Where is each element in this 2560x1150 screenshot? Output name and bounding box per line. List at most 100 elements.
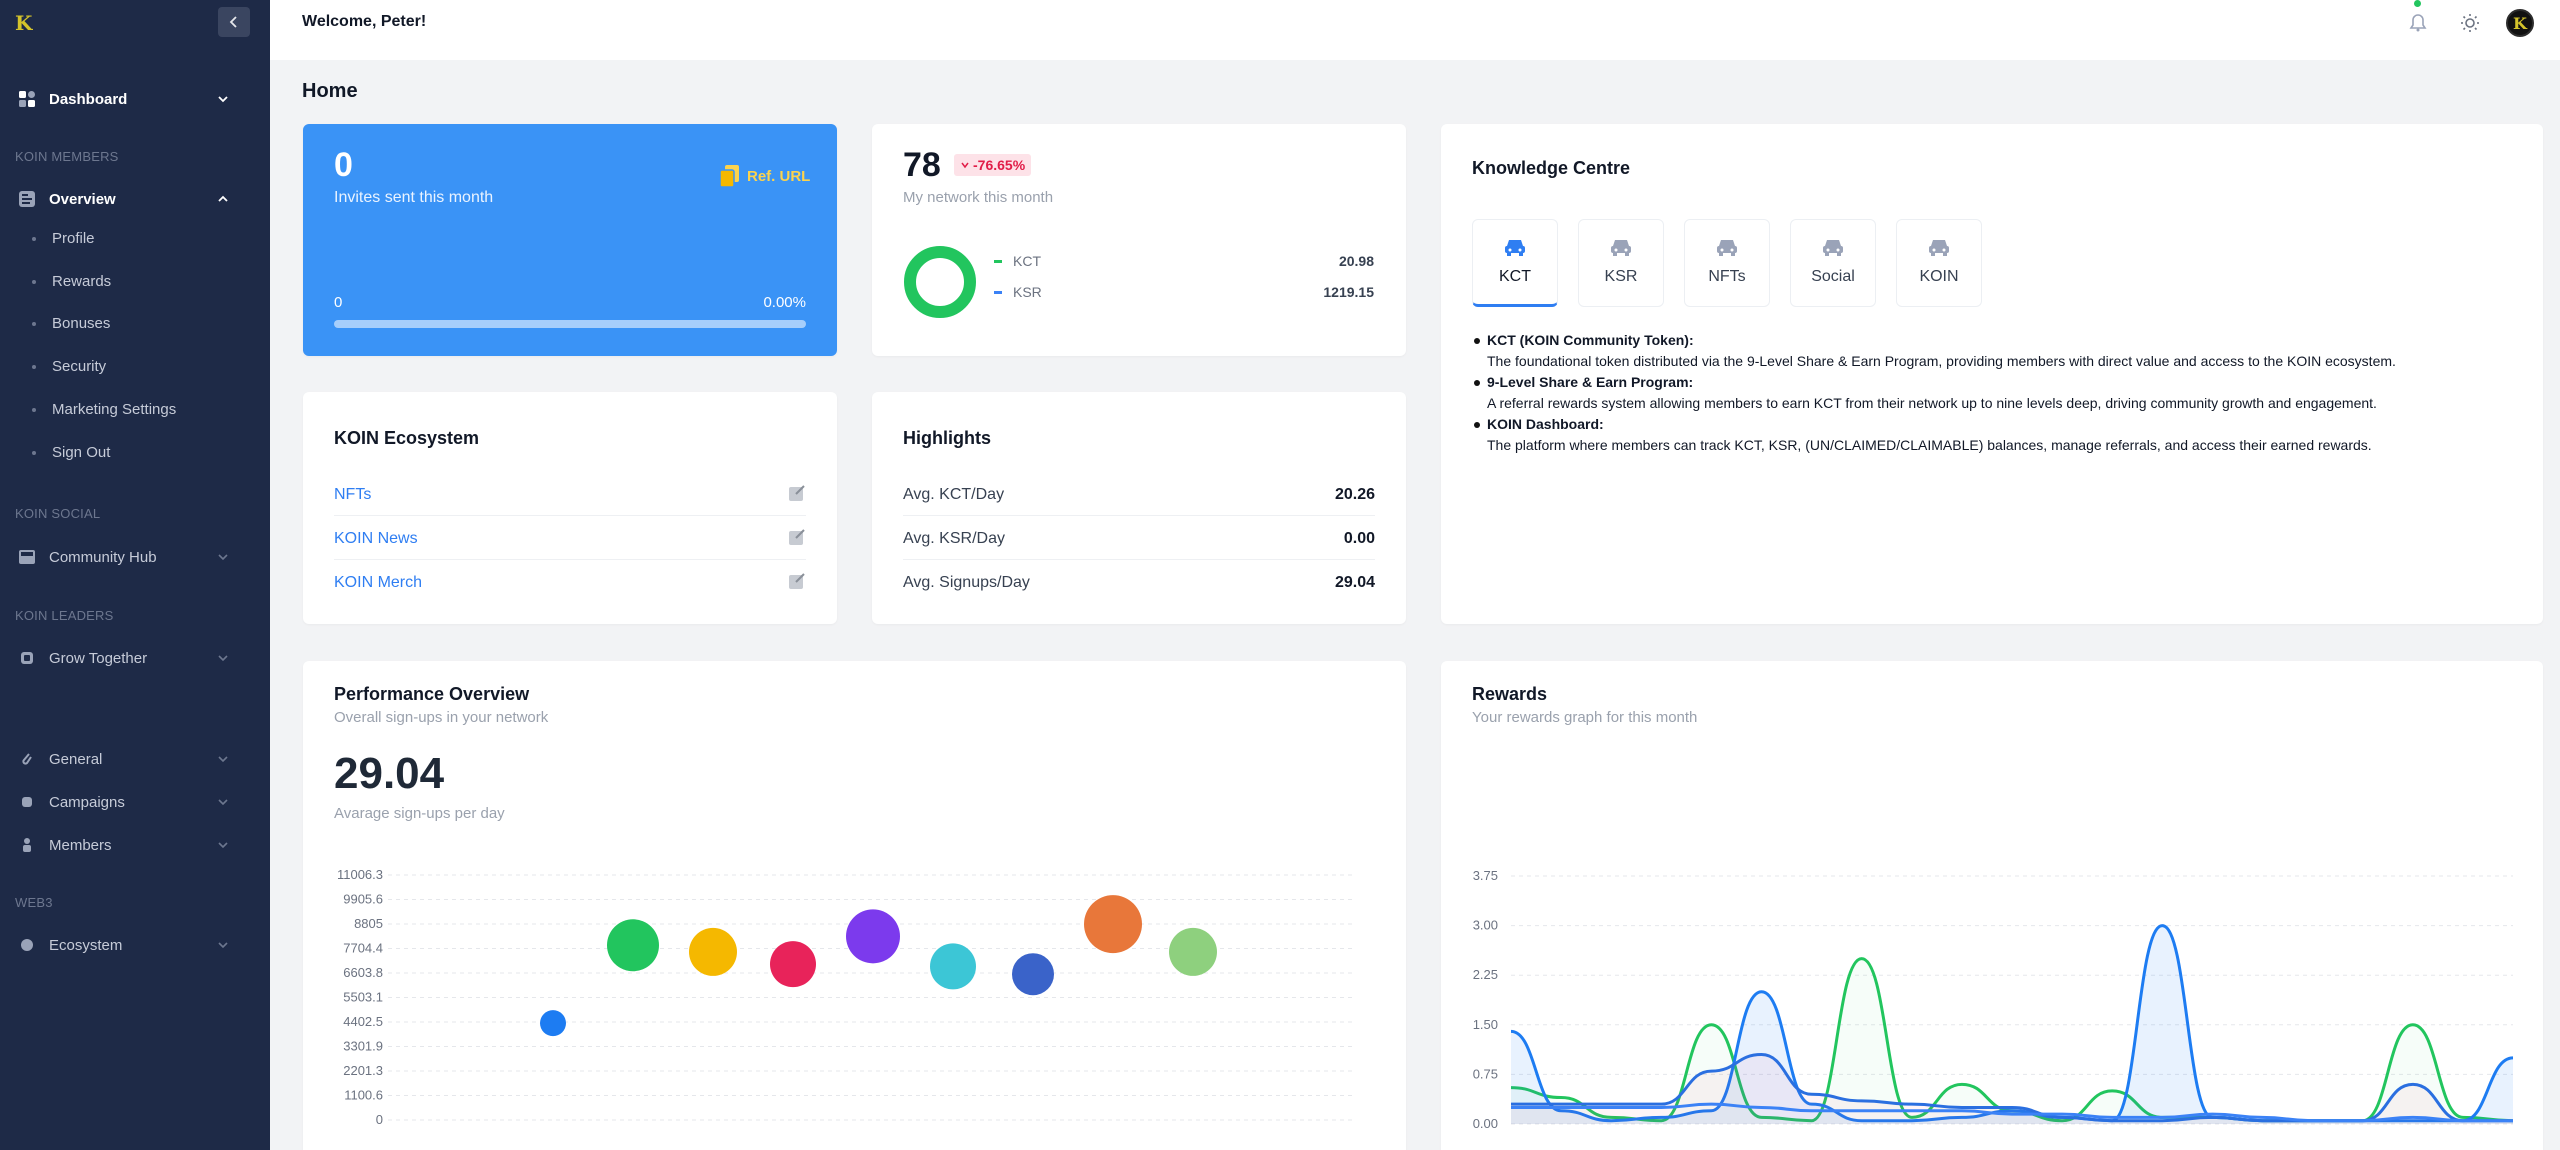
sidebar-item-ecosystem[interactable]: Ecosystem bbox=[0, 930, 270, 960]
ecosystem-link-koin-news[interactable]: KOIN News bbox=[334, 530, 418, 547]
sidebar-item-members[interactable]: Members bbox=[0, 830, 270, 860]
sidebar-subitem-label: Bonuses bbox=[52, 315, 111, 332]
knowledge-item-heading: KCT (KOIN Community Token): bbox=[1487, 332, 1694, 348]
y-tick-label: 5503.1 bbox=[343, 990, 383, 1005]
tab-label: KOIN bbox=[1919, 268, 1959, 285]
sidebar-item-label: Campaigns bbox=[49, 793, 125, 811]
tab-label: KSR bbox=[1604, 268, 1638, 285]
knowledge-title: Knowledge Centre bbox=[1472, 158, 1631, 178]
y-tick-label: 3.75 bbox=[1473, 868, 1498, 883]
sidebar: K Dashboard KOIN MEMBERS Overview Profil… bbox=[0, 0, 270, 1150]
koin-logo[interactable]: K bbox=[15, 11, 33, 35]
sidebar-subitem-bonuses[interactable]: Bonuses bbox=[32, 315, 110, 332]
bubble-point bbox=[846, 909, 900, 964]
section-label-leaders: KOIN LEADERS bbox=[15, 608, 114, 623]
sidebar-item-dashboard[interactable]: Dashboard bbox=[0, 84, 270, 114]
ecosystem-link-nfts[interactable]: NFTs bbox=[334, 486, 372, 503]
sidebar-item-community-hub[interactable]: Community Hub bbox=[0, 542, 270, 572]
sidebar-subitem-label: Profile bbox=[52, 230, 95, 247]
knowledge-item: 9-Level Share & Earn Program: A referral … bbox=[1472, 372, 2512, 414]
ecosystem-title: KOIN Ecosystem bbox=[334, 428, 480, 448]
legend-value: 20.98 bbox=[1338, 253, 1374, 269]
sidebar-item-label: Dashboard bbox=[49, 90, 128, 108]
chevron-down-icon bbox=[218, 655, 228, 662]
sidebar-subitem-sign-out[interactable]: Sign Out bbox=[32, 444, 110, 461]
tab-nfts[interactable]: NFTs bbox=[1684, 219, 1770, 307]
dashboard-icon bbox=[18, 90, 36, 108]
performance-title: Performance Overview bbox=[334, 684, 530, 704]
sidebar-item-label: Ecosystem bbox=[49, 936, 123, 954]
sidebar-item-grow-together[interactable]: Grow Together bbox=[0, 643, 270, 673]
highlight-label: Avg. KSR/Day bbox=[903, 530, 1005, 547]
network-change-value: -76.65% bbox=[973, 157, 1026, 173]
knowledge-item-heading: 9-Level Share & Earn Program: bbox=[1487, 374, 1694, 390]
tab-social[interactable]: Social bbox=[1790, 219, 1876, 307]
y-tick-label: 8805 bbox=[354, 916, 383, 931]
ref-url-button[interactable]: Ref. URL bbox=[719, 164, 810, 188]
legend-row-ksr: KSR 1219.15 bbox=[994, 284, 1374, 300]
legend-value: 1219.15 bbox=[1323, 284, 1374, 300]
sidebar-item-general[interactable]: General bbox=[0, 744, 270, 774]
external-link-icon[interactable] bbox=[788, 528, 806, 546]
bubble-point bbox=[1169, 927, 1217, 976]
notification-bell-icon[interactable] bbox=[2405, 10, 2431, 36]
performance-overview-card: Performance Overview Overall sign-ups in… bbox=[303, 661, 1406, 1150]
tab-koin[interactable]: KOIN bbox=[1896, 219, 1982, 307]
invites-progress-percent: 0.00% bbox=[763, 294, 806, 311]
sidebar-collapse-button[interactable] bbox=[218, 7, 250, 37]
community-icon bbox=[18, 548, 36, 566]
sidebar-subitem-marketing-settings[interactable]: Marketing Settings bbox=[32, 401, 176, 418]
chevron-down-icon bbox=[218, 942, 228, 949]
copy-icon bbox=[719, 165, 739, 188]
theme-toggle-sun-icon[interactable] bbox=[2457, 10, 2483, 36]
bubble-point bbox=[930, 943, 976, 990]
highlight-label: Avg. Signups/Day bbox=[903, 574, 1030, 591]
sidebar-item-campaigns[interactable]: Campaigns bbox=[0, 787, 270, 817]
bullet-icon bbox=[32, 279, 36, 284]
tab-kct[interactable]: KCT bbox=[1472, 219, 1558, 307]
sidebar-subitem-security[interactable]: Security bbox=[32, 358, 106, 375]
network-count: 78 bbox=[903, 146, 941, 184]
tab-ksr[interactable]: KSR bbox=[1578, 219, 1664, 307]
page-title: Home bbox=[302, 80, 358, 102]
sidebar-item-label: Overview bbox=[49, 190, 116, 208]
paperclip-icon bbox=[18, 750, 36, 768]
section-label-members: KOIN MEMBERS bbox=[15, 149, 119, 164]
ecosystem-row: NFTs bbox=[334, 472, 806, 516]
highlight-value: 29.04 bbox=[1334, 574, 1375, 591]
performance-value-label: Avarage sign-ups per day bbox=[334, 805, 505, 822]
network-change-badge: -76.65% bbox=[954, 154, 1032, 176]
sidebar-item-label: Community Hub bbox=[49, 548, 157, 566]
highlight-row: Avg. KSR/Day 0.00 bbox=[903, 516, 1375, 560]
external-link-icon[interactable] bbox=[788, 484, 806, 502]
y-tick-label: 6603.8 bbox=[343, 965, 383, 980]
sidebar-subitem-rewards[interactable]: Rewards bbox=[32, 273, 111, 290]
legend-swatch-ksr bbox=[994, 290, 1002, 294]
user-icon bbox=[18, 836, 36, 854]
donut-ring-kct bbox=[904, 246, 976, 318]
ecosystem-link-koin-merch[interactable]: KOIN Merch bbox=[334, 574, 423, 591]
highlight-row: Avg. Signups/Day 29.04 bbox=[903, 560, 1375, 604]
globe-icon bbox=[18, 936, 36, 954]
network-label: My network this month bbox=[903, 189, 1054, 206]
y-tick-label: 4402.5 bbox=[343, 1014, 383, 1029]
user-avatar[interactable]: K bbox=[2506, 9, 2534, 37]
bubble-point bbox=[1084, 895, 1142, 954]
performance-value: 29.04 bbox=[334, 749, 445, 798]
overview-icon bbox=[18, 190, 36, 208]
sidebar-item-overview[interactable]: Overview bbox=[0, 184, 270, 214]
knowledge-centre-card: Knowledge Centre KCT KSR NFTs Social KOI… bbox=[1441, 124, 2543, 624]
external-link-icon[interactable] bbox=[788, 572, 806, 590]
chevron-left-icon bbox=[229, 16, 237, 28]
social-icon bbox=[1823, 240, 1843, 256]
invites-card: 0 Invites sent this month Ref. URL 0 0.0… bbox=[303, 124, 837, 356]
knowledge-item-text: The platform where members can track KCT… bbox=[1487, 437, 2372, 453]
sidebar-subitem-profile[interactable]: Profile bbox=[32, 230, 95, 247]
welcome-message: Welcome, Peter! bbox=[302, 13, 427, 30]
network-donut-chart bbox=[904, 246, 976, 318]
sidebar-item-label: General bbox=[49, 750, 103, 768]
performance-subtitle: Overall sign-ups in your network bbox=[334, 709, 549, 726]
highlights-title: Highlights bbox=[903, 428, 991, 448]
rewards-card: Rewards Your rewards graph for this mont… bbox=[1441, 661, 2543, 1150]
highlight-value: 0.00 bbox=[1343, 530, 1375, 547]
